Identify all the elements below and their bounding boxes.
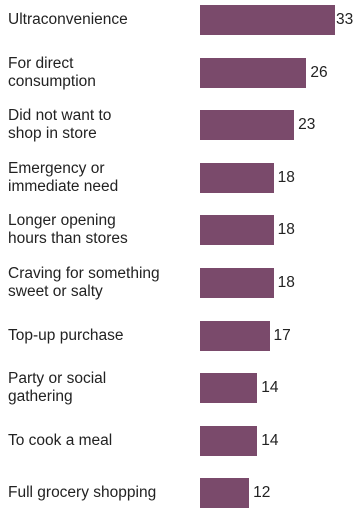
chart-row: Emergency or immediate need 18 [0, 160, 358, 212]
category-label: Craving for something sweet or salty [8, 265, 160, 300]
value-label: 33 [336, 11, 354, 28]
value-label: 26 [310, 64, 328, 81]
bar [200, 321, 270, 351]
category-label: Ultraconvenience [8, 11, 128, 28]
category-label: To cook a meal [8, 432, 113, 449]
bar-chart: Ultraconvenience 33 For direct consumption… [0, 2, 358, 508]
bar [200, 58, 307, 88]
bar [200, 110, 295, 140]
chart-row: To cook a meal 14 [0, 423, 358, 475]
category-label: For direct consumption [8, 55, 96, 90]
bar [200, 373, 258, 403]
chart-row: Top-up purchase 17 [0, 318, 358, 370]
value-label: 18 [277, 221, 295, 238]
category-label: Did not want to shop in store [8, 107, 112, 142]
chart-row: Longer opening hours than stores 18 [0, 212, 358, 264]
chart-row: Craving for something sweet or salty 18 [0, 265, 358, 317]
chart-row: Did not want to shop in store 23 [0, 107, 358, 159]
value-label: 18 [277, 169, 295, 186]
bar [200, 426, 258, 456]
category-label: Longer opening hours than stores [8, 212, 128, 247]
category-label: Full grocery shopping [8, 484, 157, 501]
chart-row: Party or social gathering 14 [0, 370, 358, 422]
category-label: Party or social gathering [8, 370, 107, 405]
value-label: 12 [253, 484, 271, 501]
category-label: Emergency or immediate need [8, 160, 119, 195]
bar [200, 478, 250, 508]
bar [200, 163, 274, 193]
chart-row: Ultraconvenience 33 [0, 2, 358, 54]
value-label: 18 [277, 274, 295, 291]
bar [200, 215, 274, 245]
value-label: 14 [261, 432, 279, 449]
bar [200, 268, 274, 298]
value-label: 14 [261, 379, 279, 396]
bar [200, 5, 335, 35]
category-label: Top-up purchase [8, 327, 124, 344]
value-label: 23 [298, 116, 316, 133]
value-label: 17 [273, 327, 291, 344]
chart-row: Full grocery shopping 12 [0, 475, 358, 527]
chart-row: For direct consumption 26 [0, 55, 358, 107]
